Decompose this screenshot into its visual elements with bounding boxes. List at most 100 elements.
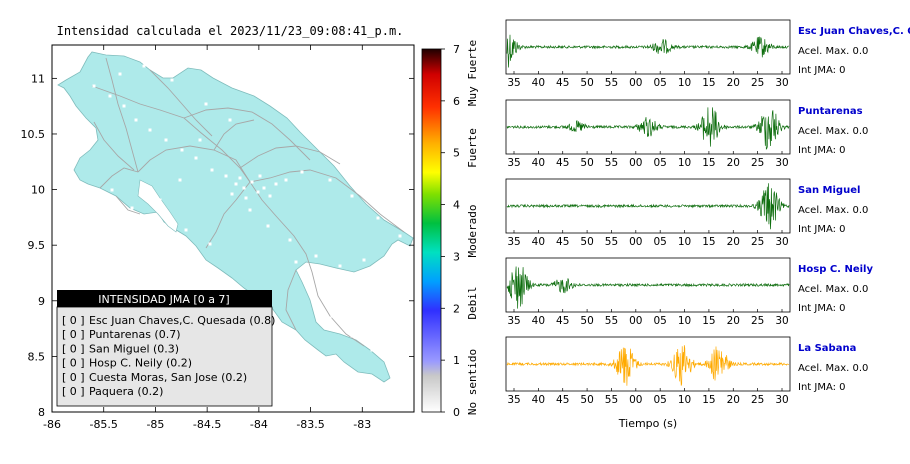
trace-x-tick-label: 50 — [580, 157, 593, 169]
city-marker — [328, 178, 332, 182]
city-marker — [110, 188, 114, 192]
trace-x-tick-label: 50 — [580, 394, 593, 406]
city-marker — [180, 148, 184, 152]
city-marker — [262, 186, 266, 190]
station-name: La Sabana — [798, 343, 856, 354]
road — [213, 119, 255, 151]
trace-x-tick-label: 20 — [727, 315, 740, 327]
city-marker — [266, 224, 270, 228]
seismogram-panel: 35 40 45 50 55 00 05 10 15 20 25 30 Esc Juan Chaves,… — [505, 19, 910, 406]
city-marker — [274, 182, 278, 186]
trace-x-tick-label: 40 — [532, 394, 545, 406]
map-y-ticks: 11 10.5 10 9.5 9 8.5 8 — [21, 72, 414, 419]
trace-panel: 35 40 45 50 55 00 05 10 15 20 25 30 Hosp C. Neily Ace… — [505, 257, 873, 327]
trace-x-tick-label: 40 — [532, 77, 545, 89]
trace-x-tick-label: 50 — [580, 315, 593, 327]
station-jma-intensity: Int JMA: 0 — [798, 65, 846, 76]
colorbar-tick-label: 7 — [453, 43, 460, 56]
trace-x-tick-label: 20 — [727, 236, 740, 248]
map-frame — [51, 44, 415, 413]
station-max-acceleration: Acel. Max. 0.0 — [798, 46, 868, 57]
legend-header: INTENSIDAD JMA [0 a 7] — [98, 293, 229, 306]
city-marker — [268, 194, 272, 198]
city-marker — [210, 168, 214, 172]
trace-x-tick-label: 35 — [507, 77, 520, 89]
road — [239, 145, 341, 169]
map-x-tick-label: -85 — [146, 418, 164, 431]
road — [183, 107, 311, 161]
colorbar-categories: No sentido Debil Moderado Fuerte Muy Fuerte — [466, 40, 479, 415]
trace-x-tick-label: 05 — [653, 77, 666, 89]
city-marker — [170, 78, 174, 82]
colorbar-tick-label: 0 — [453, 406, 460, 419]
map-x-tick-label: -83.5 — [296, 418, 324, 431]
city-marker — [284, 178, 288, 182]
city-marker — [130, 206, 134, 210]
city-marker — [184, 228, 188, 232]
city-marker — [108, 94, 112, 98]
city-marker — [158, 198, 162, 202]
city-marker — [198, 138, 202, 142]
colorbar-category-label: Debil — [466, 286, 479, 319]
trace-x-tick-label: 30 — [775, 394, 788, 406]
station-name: San Miguel — [798, 185, 860, 196]
trace-x-tick-label: 05 — [653, 394, 666, 406]
trace-x-tick-label: 30 — [775, 236, 788, 248]
trace-x-tick-label: 15 — [702, 236, 715, 248]
road — [105, 57, 139, 173]
station-max-acceleration: Acel. Max. 0.0 — [798, 205, 868, 216]
city-marker — [310, 286, 314, 290]
map-x-tick-label: -85.5 — [89, 418, 117, 431]
seismogram-trace — [506, 34, 790, 68]
trace-x-tick-label: 25 — [751, 394, 764, 406]
map-x-tick-label: -84.5 — [193, 418, 221, 431]
station-name: Hosp C. Neily — [798, 264, 873, 275]
trace-panel: 35 40 45 50 55 00 05 10 15 20 25 30 Puntarenas Acel. … — [505, 99, 868, 169]
legend-station-entry: Hosp C. Neily (0.2) — [89, 357, 192, 370]
road — [285, 269, 297, 331]
city-marker — [288, 238, 292, 242]
seismogram-trace — [506, 107, 790, 150]
trace-x-tick-label: 35 — [507, 157, 520, 169]
colorbar-tick-label: 2 — [453, 302, 460, 315]
legend-header-bg — [57, 290, 272, 307]
road — [249, 169, 405, 233]
trace-x-tick-label: 40 — [532, 236, 545, 248]
trace-x-tick-label: 15 — [702, 77, 715, 89]
seismogram-trace — [506, 266, 790, 309]
trace-x-tick-label: 25 — [751, 157, 764, 169]
trace-x-tick-label: 40 — [532, 157, 545, 169]
city-marker — [294, 260, 298, 264]
map-y-tick-label: 8 — [38, 406, 45, 419]
road — [149, 69, 213, 137]
map-y-tick-label: 10 — [31, 184, 45, 197]
legend-station-entry: Paquera (0.2) — [89, 385, 163, 398]
road — [249, 181, 365, 347]
trace-x-tick-label: 10 — [678, 236, 691, 248]
seismogram-trace — [506, 345, 790, 386]
colorbar-scale — [421, 48, 442, 413]
city-marker — [142, 64, 146, 68]
city-marker — [92, 84, 96, 88]
colorbar-tick-label: 5 — [453, 147, 460, 160]
map-y-tick-label: 10.5 — [21, 128, 46, 141]
trace-x-tick-label: 40 — [532, 315, 545, 327]
city-marker — [204, 102, 208, 106]
legend-intensity-badge: [ 0 ] — [62, 314, 85, 327]
trace-x-tick-label: 30 — [775, 77, 788, 89]
gulf-of-nicoya — [137, 179, 179, 233]
city-marker — [314, 254, 318, 258]
road — [137, 145, 251, 183]
trace-panel: 35 40 45 50 55 00 05 10 15 20 25 30 La Sabana Acel. M… — [505, 336, 868, 406]
trace-x-tick-label: 15 — [702, 315, 715, 327]
map-y-tick-label: 9 — [38, 295, 45, 308]
map-x-tick-label: -84 — [250, 418, 268, 431]
station-max-acceleration: Acel. Max. 0.0 — [798, 363, 868, 374]
trace-x-tick-label: 45 — [556, 77, 569, 89]
time-axis-label: Tiempo (s) — [618, 417, 677, 430]
trace-x-tick-label: 50 — [580, 236, 593, 248]
city-marker — [238, 176, 242, 180]
map-y-tick-label: 11 — [31, 72, 45, 85]
city-marker — [244, 196, 248, 200]
